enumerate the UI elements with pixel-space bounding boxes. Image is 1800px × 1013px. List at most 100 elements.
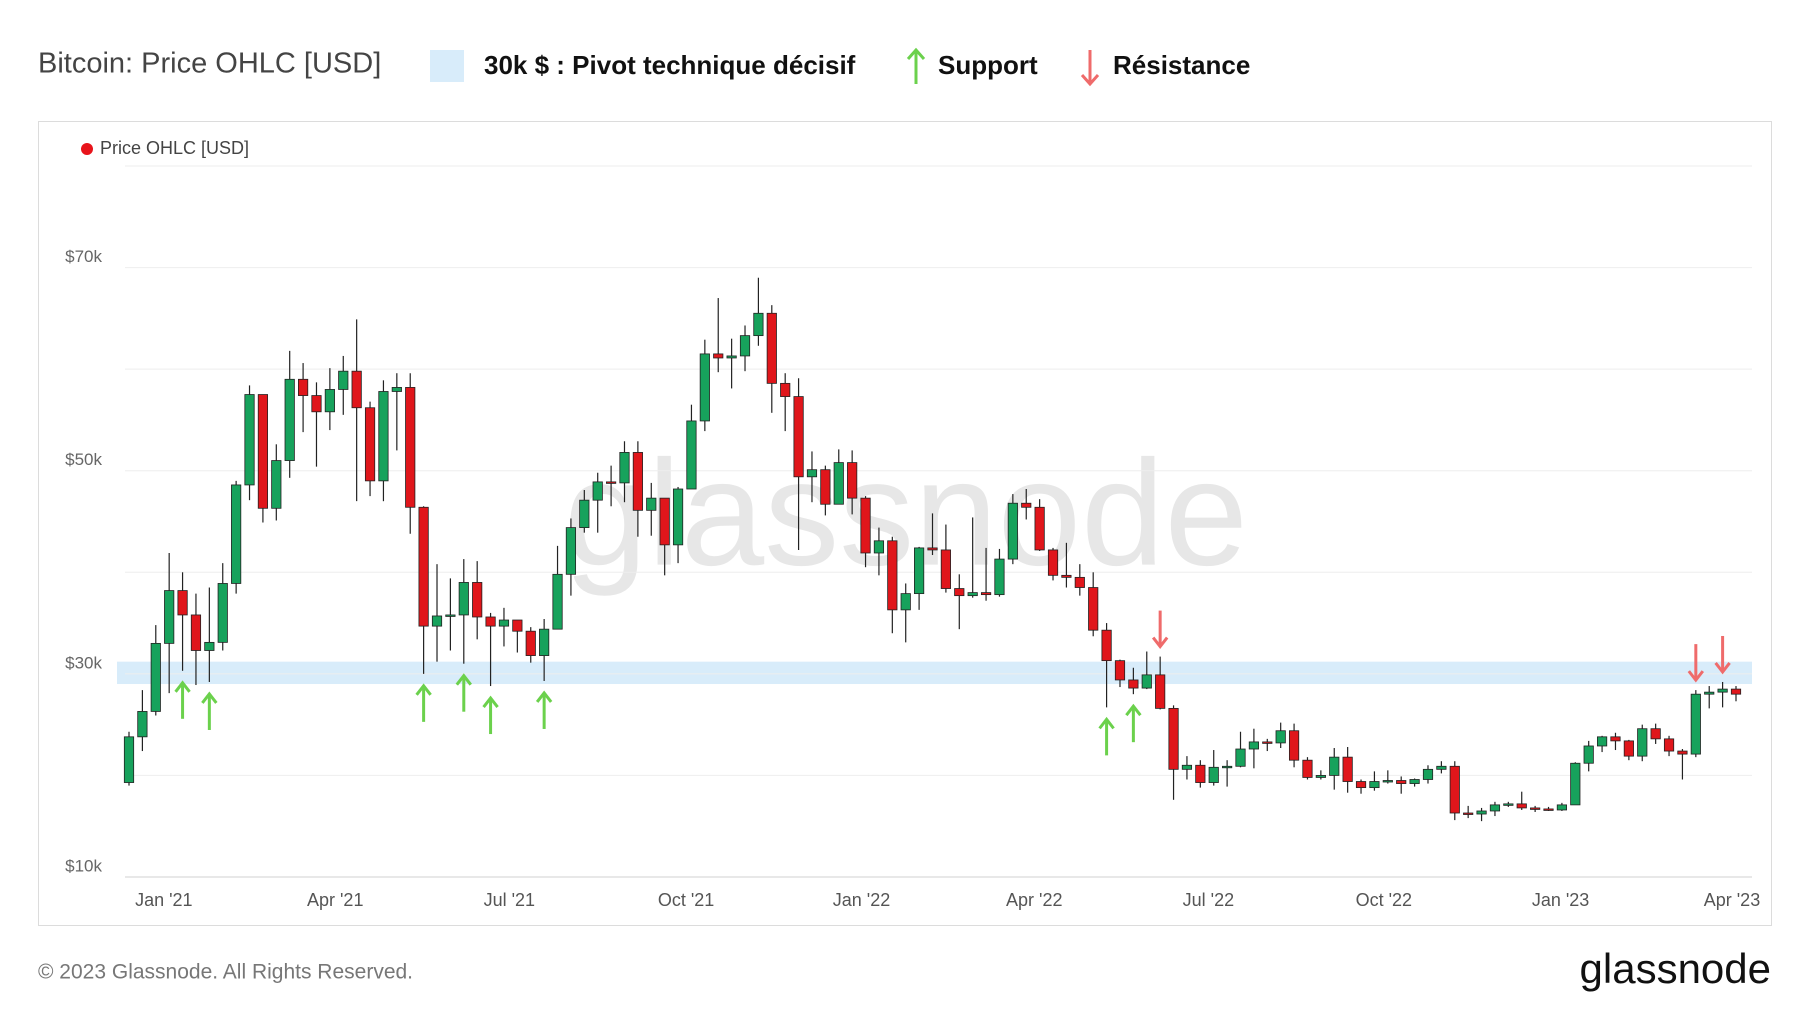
candle-body (1369, 781, 1380, 789)
candle-body (1516, 803, 1527, 809)
candle-body (257, 394, 269, 509)
candle-body (164, 590, 175, 644)
resistance-arrow-head (1714, 662, 1731, 675)
resistance-arrow (1714, 635, 1731, 675)
x-tick-label: Jan '23 (1532, 890, 1589, 910)
band-legend-label: 30k $ : Pivot technique décisif (484, 50, 856, 80)
support-arrow (535, 690, 553, 729)
candle-body (793, 396, 804, 478)
candle-body (1195, 764, 1206, 783)
x-tick-label: Oct '22 (1356, 890, 1412, 910)
resistance-legend-label: Résistance (1113, 50, 1250, 80)
candle-body (579, 499, 590, 528)
y-tick-label: $70k (65, 247, 102, 266)
candle-body (1302, 759, 1313, 778)
candle-body (1583, 745, 1594, 764)
support-arrow-head (201, 691, 218, 704)
candle-body (512, 619, 523, 632)
candle-body (954, 588, 965, 597)
resistance-arrow-head (1687, 670, 1705, 683)
candle-body (606, 481, 617, 484)
candle-body (900, 593, 911, 611)
candle-body (1596, 736, 1608, 747)
candle-body (311, 395, 322, 413)
candle-body (1155, 674, 1166, 709)
candle-body (1034, 506, 1045, 551)
candle-body (1114, 660, 1126, 681)
candle-body (539, 628, 550, 656)
support-arrow (455, 673, 472, 712)
candle-body (231, 484, 242, 584)
candle-body (686, 420, 697, 490)
candle-body (1262, 741, 1273, 744)
candle-body (1449, 765, 1460, 814)
candle-body (699, 353, 710, 422)
candle-body (847, 462, 858, 499)
candle-body (1355, 781, 1367, 789)
x-tick-label: Jul '21 (484, 890, 535, 910)
candle-body (967, 592, 978, 597)
series-legend-label: Price OHLC [USD] (100, 138, 249, 158)
candle-body (123, 736, 135, 783)
support-arrow-head (482, 695, 499, 708)
resistance-arrow (1687, 644, 1705, 683)
candle-body (646, 497, 657, 511)
candle-body (177, 590, 188, 616)
candle-body (284, 378, 295, 461)
candle-body (458, 582, 469, 616)
candle-body (632, 452, 643, 511)
pivot-band (117, 661, 1752, 685)
candle-body (672, 488, 684, 546)
resistance-arrow-head (1151, 636, 1169, 650)
resistance-arrow (1151, 610, 1169, 650)
candle-body (1021, 502, 1032, 508)
candle-body (1329, 756, 1340, 776)
candle-body (418, 506, 429, 627)
footer: © 2023 Glassnode. All Rights Reserved. (38, 961, 413, 984)
candle-body (659, 497, 670, 546)
candle-body (405, 387, 416, 508)
candle-body (1315, 775, 1326, 778)
support-arrow-head (455, 673, 472, 686)
x-tick-label: Apr '22 (1006, 890, 1062, 910)
candle-body (1543, 808, 1554, 811)
candle-body (472, 582, 483, 618)
candle-body (1181, 764, 1193, 770)
candle-body (1476, 810, 1487, 815)
candle-body (1717, 688, 1728, 693)
candle-body (137, 711, 148, 738)
support-arrow-head (1125, 703, 1142, 717)
candle-body (887, 540, 898, 611)
candle-body (1007, 502, 1018, 560)
candle-body (204, 641, 215, 651)
candle-body (1422, 768, 1434, 780)
candle-body (1463, 812, 1474, 815)
candle-body (1704, 691, 1715, 695)
support-arrow (174, 680, 191, 719)
x-tick-label: Apr '23 (1704, 890, 1760, 910)
candle-body (485, 616, 496, 627)
resistance-legend-icon (1080, 50, 1100, 87)
candle-body (1382, 780, 1393, 783)
candle-body (726, 355, 737, 359)
candle-body (753, 312, 764, 337)
x-tick-label: Jan '21 (135, 890, 192, 910)
candle-body (1503, 803, 1514, 806)
candle-body (1530, 807, 1541, 810)
candle-body (1677, 750, 1688, 755)
support-arrow (1125, 703, 1142, 743)
band-legend-swatch (430, 50, 464, 82)
candle-body (1061, 574, 1072, 578)
candle-body (565, 527, 577, 575)
candle-body (994, 558, 1005, 596)
support-arrow (415, 683, 432, 722)
candle-body (940, 549, 951, 589)
support-legend-label: Support (938, 50, 1038, 80)
support-arrow-head (1098, 716, 1115, 730)
candle-body (713, 353, 724, 359)
candle-body (1288, 730, 1300, 761)
candle-body (1690, 693, 1701, 755)
support-arrow (1098, 716, 1115, 756)
candle-body (619, 452, 630, 484)
candle-body (1168, 707, 1179, 770)
